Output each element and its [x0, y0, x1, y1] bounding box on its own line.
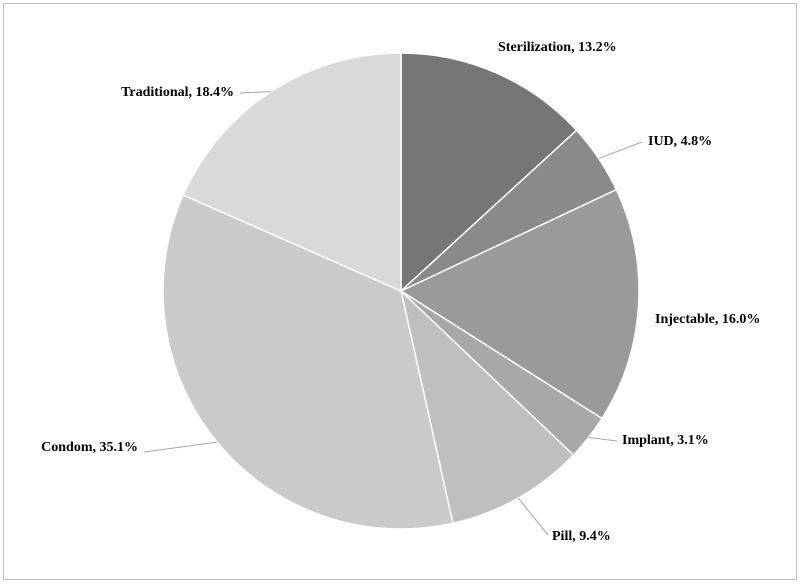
pie-slice	[162, 194, 454, 530]
data-label: Traditional, 18.4%	[121, 85, 234, 100]
data-label: Condom, 35.1%	[41, 440, 138, 455]
data-label: Sterilization, 13.2%	[498, 40, 617, 55]
data-label: Implant, 3.1%	[622, 433, 709, 448]
leader-line	[239, 91, 271, 94]
leader-line	[143, 441, 218, 453]
pie-slice	[400, 52, 578, 293]
leader-line	[517, 497, 549, 536]
data-label: Injectable, 16.0%	[655, 312, 760, 327]
pie-slice	[399, 288, 575, 525]
leader-line	[598, 141, 643, 159]
pie-slice	[399, 188, 640, 420]
leader-line	[588, 436, 618, 442]
pie-slice	[182, 52, 402, 293]
data-label: IUD, 4.8%	[648, 134, 712, 149]
data-label: Pill, 9.4%	[552, 529, 611, 544]
